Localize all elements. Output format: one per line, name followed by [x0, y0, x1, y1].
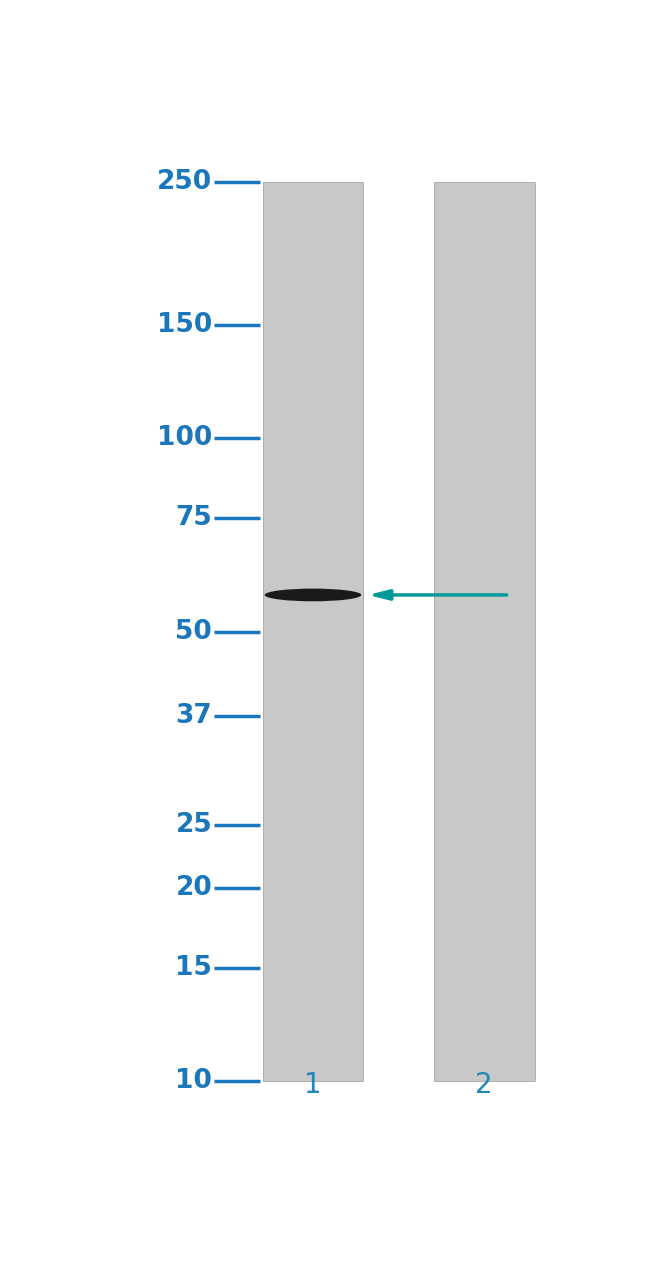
Text: 37: 37	[176, 702, 212, 729]
Text: 10: 10	[176, 1068, 212, 1095]
Text: 20: 20	[176, 875, 212, 900]
Text: 250: 250	[157, 169, 212, 194]
Bar	[263, 182, 363, 1082]
Text: 2: 2	[475, 1071, 493, 1099]
Text: 75: 75	[176, 505, 212, 531]
Text: 150: 150	[157, 311, 212, 338]
Bar	[434, 182, 535, 1082]
Text: 1: 1	[304, 1071, 322, 1099]
Text: 100: 100	[157, 425, 212, 451]
Text: 50: 50	[176, 618, 212, 645]
Ellipse shape	[265, 588, 361, 601]
Text: 15: 15	[176, 955, 212, 982]
Text: 25: 25	[176, 813, 212, 838]
